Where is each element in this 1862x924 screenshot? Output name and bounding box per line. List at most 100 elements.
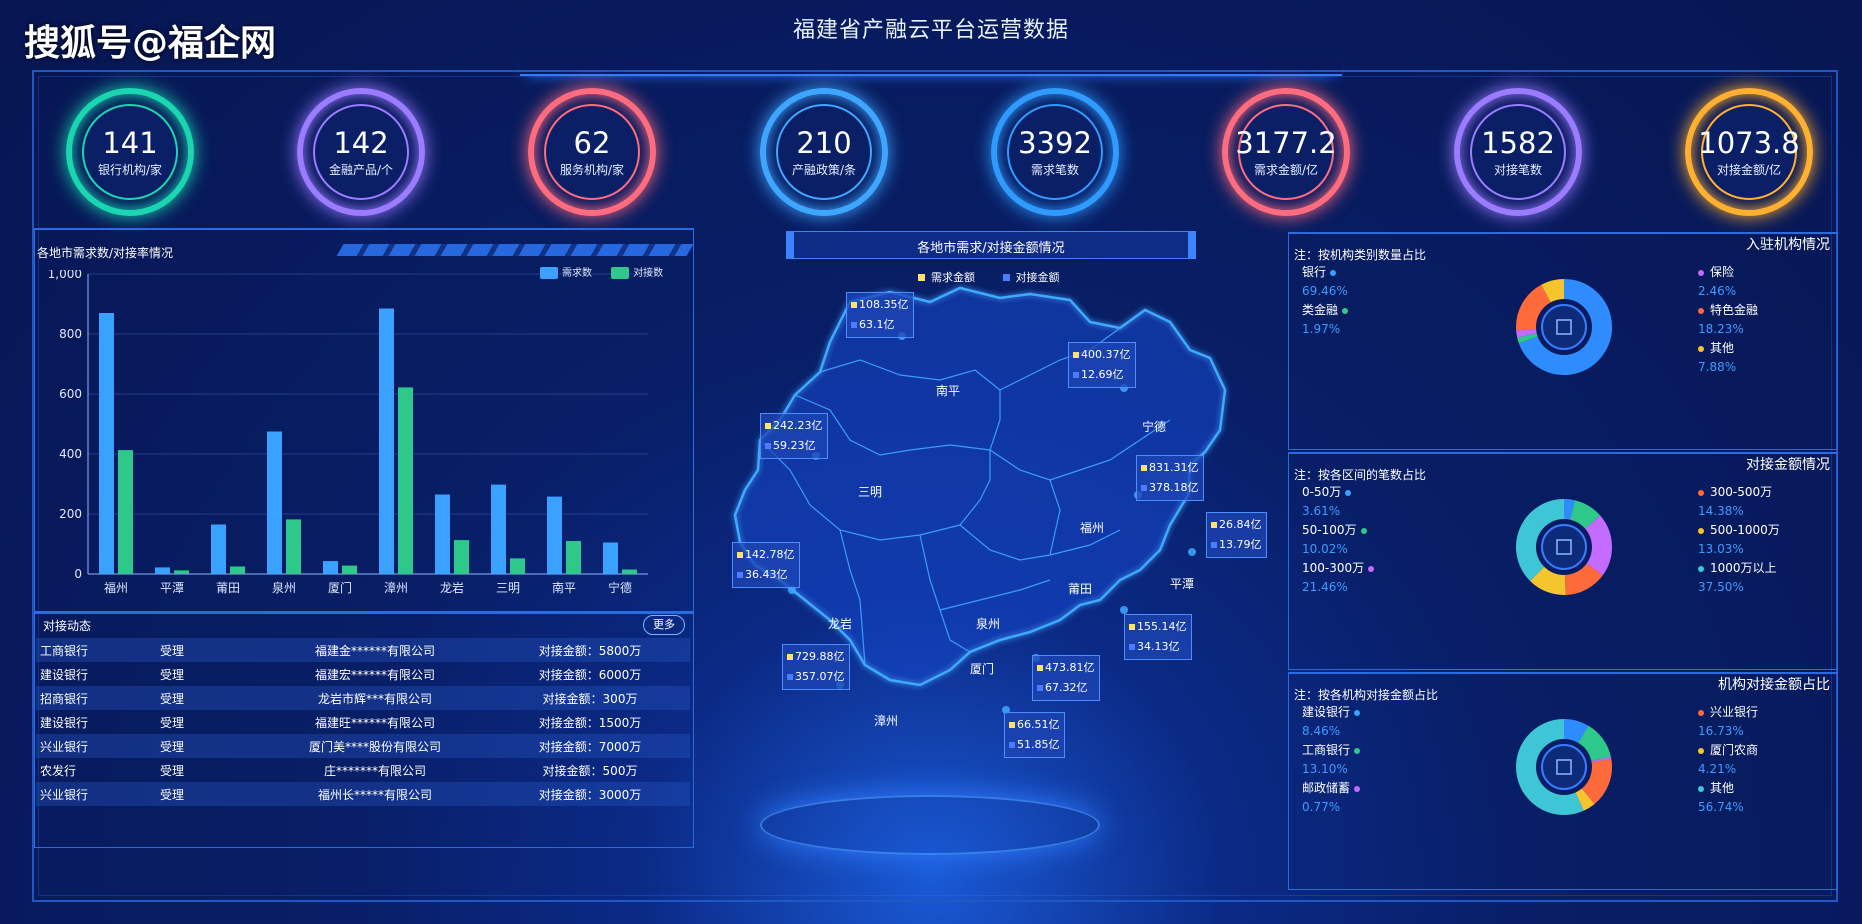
legend-percent: 2.46% (1698, 284, 1737, 298)
company-name: 福州长*****有限公司 (317, 787, 432, 802)
map-value-box[interactable]: 473.81亿 67.32亿 (1032, 655, 1100, 701)
watermark: 搜狐号@福企网 (24, 23, 277, 64)
map-legend-demand: 需求金额 (931, 271, 975, 284)
status: 受理 (160, 643, 185, 658)
map-value-box[interactable]: 831.31亿 378.18亿 (1136, 455, 1204, 501)
demand-amount: 142.78亿 (745, 548, 795, 561)
amount: 对接金额：5800万 (538, 643, 642, 658)
demand-marker (765, 423, 771, 429)
company-name: 福建金******有限公司 (314, 643, 435, 658)
bar-matched (510, 558, 525, 574)
bar-matched (454, 540, 469, 574)
company-name: 福建宏******有限公司 (314, 667, 435, 682)
company-name: 龙岩市辉***有限公司 (317, 691, 432, 706)
legend-name: 50-100万 (1302, 523, 1357, 537)
map-value-box[interactable]: 26.84亿 13.79亿 (1206, 512, 1267, 558)
map-value-box[interactable]: 108.35亿 63.1亿 (846, 292, 914, 338)
matched-amount: 34.13亿 (1137, 640, 1180, 653)
table-row[interactable]: 招商银行 受理 龙岩市辉***有限公司 对接金额：300万 (36, 686, 690, 710)
legend-item: 特色金融 (1698, 301, 1758, 320)
map-title: 各地市需求/对接金额情况 (917, 241, 1065, 256)
demand-amount: 155.14亿 (1137, 620, 1187, 633)
demand-marker (1129, 624, 1135, 630)
map-value-box[interactable]: 242.23亿 59.23亿 (760, 413, 828, 459)
kpi-ring (760, 88, 888, 216)
donut-slice (1584, 515, 1612, 576)
legend-name: 300-500万 (1710, 485, 1773, 499)
donut-legend-left: 银行 69.46% 类金融 1.97% (1302, 263, 1349, 339)
demand-amount: 473.81亿 (1045, 661, 1095, 674)
bar-demand (155, 567, 170, 574)
donut-slice (1563, 499, 1575, 520)
status: 受理 (160, 787, 185, 802)
legend-item: 保险 (1698, 263, 1758, 282)
table-row[interactable]: 农发行 受理 庄*******有限公司 对接金额：500万 (36, 758, 690, 782)
donut-slice (1518, 279, 1612, 375)
building-icon (1556, 319, 1572, 335)
table-row[interactable]: 兴业银行 受理 厦门美****股份有限公司 对接金额：7000万 (36, 734, 690, 758)
legend-item: 1000万以上 (1698, 559, 1780, 578)
kpi-6: 3177.2 需求金额/亿 (1222, 88, 1350, 216)
panel-header-stripe (336, 244, 694, 256)
building-icon (1556, 539, 1572, 555)
legend-name: 500-1000万 (1710, 523, 1780, 537)
matched-amount: 36.43亿 (745, 568, 788, 581)
legend-item: 100-300万 (1302, 559, 1375, 578)
x-tick-label: 平潭 (160, 581, 184, 595)
right-panel-note: 注：按机构类别数量占比 (1294, 248, 1427, 262)
donut-slice (1517, 333, 1538, 344)
kpi-value: 3177.2 (1235, 125, 1337, 160)
table-row[interactable]: 建设银行 受理 福建旺******有限公司 对接金额：1500万 (36, 710, 690, 734)
matched-marker (851, 322, 857, 328)
donut-slice (1530, 566, 1566, 595)
kpi-inner (1701, 104, 1797, 200)
matched-marker (1009, 742, 1015, 748)
kpi-label: 银行机构/家 (97, 162, 163, 177)
kpi-ring (1454, 88, 1582, 216)
legend-name: 厦门农商 (1710, 743, 1759, 757)
legend-dot (1354, 747, 1361, 754)
right-panel-note: 注：按各机构对接金额占比 (1294, 688, 1439, 702)
status: 受理 (160, 667, 185, 682)
city-label: 龙岩 (828, 617, 853, 631)
legend-percent: 10.02% (1302, 542, 1348, 556)
legend-matched: 对接数 (633, 268, 664, 279)
bar-demand (379, 308, 394, 574)
y-tick-label: 1,000 (48, 270, 82, 281)
demand-marker (1037, 665, 1043, 671)
legend-dot (1354, 709, 1361, 716)
kpi-label: 需求笔数 (1030, 162, 1079, 177)
donut-legend-left: 建设银行 8.46% 工商银行 13.10% 邮政储蓄 0.77% (1302, 703, 1361, 817)
more-button[interactable]: 更多 (643, 615, 685, 635)
bank-name: 农发行 (40, 763, 77, 778)
legend-item: 50-100万 (1302, 521, 1374, 540)
table-row[interactable]: 兴业银行 受理 福州长*****有限公司 对接金额：3000万 (36, 782, 690, 806)
donut-center (1541, 744, 1587, 790)
kpi-ring (1222, 88, 1350, 216)
legend-percent: 69.46% (1302, 284, 1348, 298)
table-row[interactable]: 建设银行 受理 福建宏******有限公司 对接金额：6000万 (36, 662, 690, 686)
donut-slice (1581, 758, 1612, 805)
legend-percent: 16.73% (1698, 724, 1744, 738)
matched-amount: 13.79亿 (1219, 538, 1262, 551)
table-row[interactable]: 工商银行 受理 福建金******有限公司 对接金额：5800万 (36, 638, 690, 662)
map-value-box[interactable]: 142.78亿 36.43亿 (732, 542, 800, 588)
kpi-value: 62 (573, 125, 611, 160)
bar-matched (174, 570, 189, 574)
right-panel-1 (1288, 232, 1838, 450)
donut-slice (1563, 719, 1589, 744)
bar-demand (491, 484, 506, 574)
matched-amount: 378.18亿 (1149, 481, 1199, 494)
legend-name: 银行 (1302, 265, 1327, 279)
bar-matched (286, 519, 301, 574)
y-tick-label: 800 (59, 327, 82, 341)
legend-item: 其他 (1698, 339, 1758, 358)
legend-dot (1698, 345, 1704, 352)
map-value-box[interactable]: 66.51亿 51.85亿 (1004, 712, 1065, 758)
map-value-box[interactable]: 155.14亿 34.13亿 (1124, 614, 1192, 660)
map-value-box[interactable]: 729.88亿 357.07亿 (782, 644, 850, 690)
map-value-box[interactable]: 400.37亿 12.69亿 (1068, 342, 1136, 388)
legend-dot (1698, 269, 1704, 276)
bar-demand (547, 496, 562, 574)
donut-slice (1569, 500, 1601, 530)
